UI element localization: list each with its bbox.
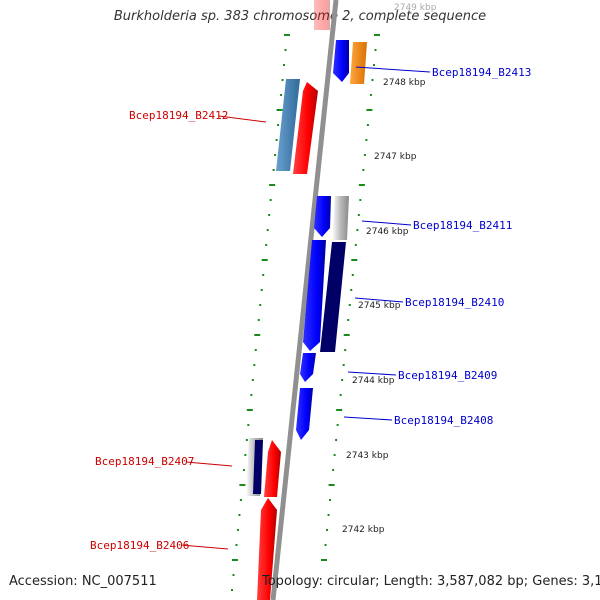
kbp-label: 2743 kbp [346,451,389,461]
gene-block-b2413 [333,40,367,84]
kbp-label: 2742 kbp [342,525,385,535]
kbp-label: 2748 kbp [383,78,426,88]
genome-info-text: Topology: circular; Length: 3,587,082 bp… [262,574,600,589]
kbp-label: 2744 kbp [352,376,395,386]
accession-text: Accession: NC_007511 [9,574,157,589]
gene-label-b2412[interactable]: Bcep18194_B2412 [129,109,228,122]
kbp-label: 2749 kbp [394,3,437,13]
gene-label-b2413[interactable]: Bcep18194_B2413 [432,66,531,79]
chromosome-backbone [270,0,339,600]
gene-block-b2406 [257,498,277,600]
callout-lines [180,66,431,550]
gene-label-b2411[interactable]: Bcep18194_B2411 [413,219,512,232]
kbp-label: 2747 kbp [374,152,417,162]
gene-block-b2407 [246,438,281,497]
gene-label-b2406[interactable]: Bcep18194_B2406 [90,539,189,552]
kbp-label: 2746 kbp [366,227,409,237]
gene-label-b2409[interactable]: Bcep18194_B2409 [398,369,497,382]
gene-block-b2408 [296,388,313,440]
map-title: Burkholderia sp. 383 chromosome 2, compl… [113,9,487,24]
gene-label-b2408[interactable]: Bcep18194_B2408 [394,414,493,427]
tick-columns [230,34,380,591]
gene-block-b2410 [303,240,346,352]
gene-block-b2409 [300,353,316,382]
gene-label-b2410[interactable]: Bcep18194_B2410 [405,296,504,309]
gene-block-b2411 [314,196,349,240]
gene-top-partial [314,0,330,30]
gene-label-b2407[interactable]: Bcep18194_B2407 [95,455,194,468]
gene-block-b2412 [276,79,318,174]
kbp-label: 2745 kbp [358,301,401,311]
